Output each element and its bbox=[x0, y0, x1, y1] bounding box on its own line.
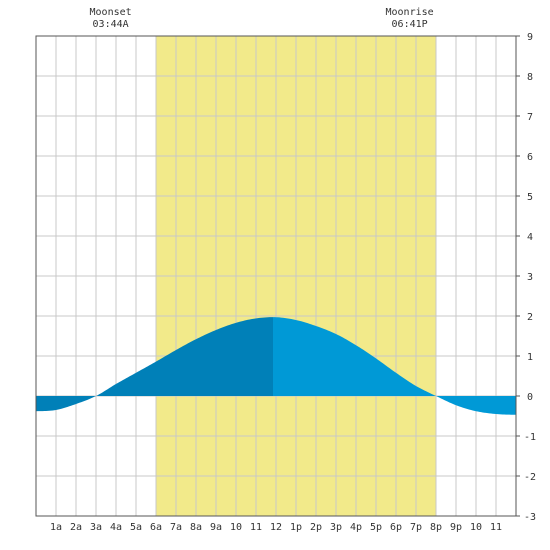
x-tick-label: 10 bbox=[230, 522, 242, 533]
y-tick-label: 8 bbox=[527, 72, 533, 83]
x-tick-label: 1p bbox=[290, 522, 302, 533]
x-tick-label: 4p bbox=[350, 522, 362, 533]
y-tick-label: 6 bbox=[527, 152, 533, 163]
y-tick-label: 3 bbox=[527, 272, 533, 283]
x-tick-label: 11 bbox=[250, 522, 262, 533]
y-tick-label: 5 bbox=[527, 192, 533, 203]
y-tick-label: -2 bbox=[524, 472, 536, 483]
moon-event-time: 03:44A bbox=[93, 19, 129, 30]
moon-event-title: Moonset bbox=[90, 7, 132, 18]
x-tick-label: 6p bbox=[390, 522, 402, 533]
x-tick-label: 7p bbox=[410, 522, 422, 533]
x-tick-label: 10 bbox=[470, 522, 482, 533]
x-tick-label: 2a bbox=[70, 522, 82, 533]
x-tick-label: 5a bbox=[130, 522, 142, 533]
y-tick-label: 2 bbox=[527, 312, 533, 323]
x-tick-label: 3p bbox=[330, 522, 342, 533]
x-tick-label: 9a bbox=[210, 522, 222, 533]
y-tick-label: 1 bbox=[527, 352, 533, 363]
x-tick-label: 9p bbox=[450, 522, 462, 533]
x-tick-label: 4a bbox=[110, 522, 122, 533]
moon-event-time: 06:41P bbox=[392, 19, 428, 30]
x-tick-label: 2p bbox=[310, 522, 322, 533]
x-tick-label: 12 bbox=[270, 522, 282, 533]
x-tick-label: 1a bbox=[50, 522, 62, 533]
y-tick-label: 4 bbox=[527, 232, 533, 243]
tide-area-rising bbox=[36, 317, 273, 412]
x-tick-label: 5p bbox=[370, 522, 382, 533]
tide-area-falling bbox=[273, 317, 516, 415]
x-tick-label: 6a bbox=[150, 522, 162, 533]
tide-area-layer bbox=[36, 317, 516, 415]
x-tick-label: 7a bbox=[170, 522, 182, 533]
y-tick-label: 0 bbox=[527, 392, 533, 403]
grid-layer bbox=[36, 36, 516, 516]
x-tick-label: 8a bbox=[190, 522, 202, 533]
x-tick-label: 3a bbox=[90, 522, 102, 533]
y-tick-label: 9 bbox=[527, 32, 533, 43]
y-tick-label: 7 bbox=[527, 112, 533, 123]
y-tick-label: -3 bbox=[524, 512, 536, 523]
moon-event-title: Moonrise bbox=[386, 7, 434, 18]
x-tick-label: 11 bbox=[490, 522, 502, 533]
x-tick-label: 8p bbox=[430, 522, 442, 533]
y-tick-label: -1 bbox=[524, 432, 536, 443]
